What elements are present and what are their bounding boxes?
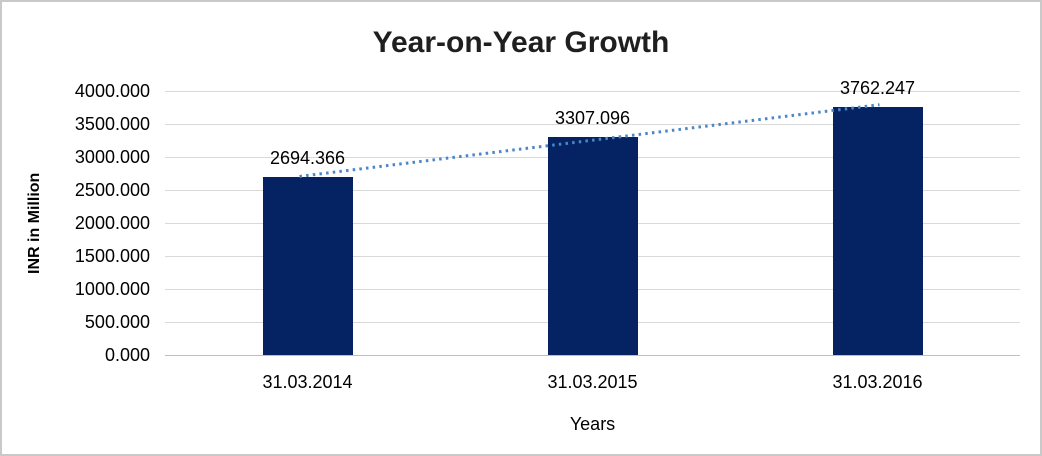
- gridline: [165, 91, 1020, 92]
- y-tick-label: 1000.000: [74, 279, 150, 299]
- y-tick-label: 1500.000: [74, 246, 150, 266]
- x-tick-label: 31.03.2014: [262, 372, 353, 392]
- plot-area: [165, 91, 1020, 356]
- bar-data-label: 3307.096: [554, 107, 631, 128]
- y-tick-label: 3500.000: [74, 114, 150, 134]
- trendline-layer: [299, 103, 880, 178]
- x-axis-line: [165, 355, 1020, 356]
- y-tick-label: 3000.000: [74, 147, 150, 167]
- y-tick-label: 4000.000: [74, 81, 150, 101]
- y-tick-label: 2500.000: [74, 180, 150, 200]
- y-tick-label: 2000.000: [74, 213, 150, 233]
- y-tick-label: 0.000: [104, 345, 150, 365]
- x-axis-title: Years: [569, 414, 616, 434]
- linear-trendline: [299, 103, 880, 178]
- x-tick-label: 31.03.2016: [832, 372, 923, 392]
- bar-31.03.2016: [832, 106, 923, 355]
- bar-31.03.2014: [262, 177, 353, 355]
- chart-title: Year-on-Year Growth: [372, 26, 670, 59]
- gridline: [165, 124, 1020, 125]
- bar-31.03.2015: [547, 136, 638, 355]
- bar-data-label: 2694.366: [269, 148, 346, 169]
- bar-data-label: 3762.247: [839, 77, 916, 98]
- x-tick-label: 31.03.2015: [547, 372, 638, 392]
- y-tick-label: 500.000: [84, 312, 150, 332]
